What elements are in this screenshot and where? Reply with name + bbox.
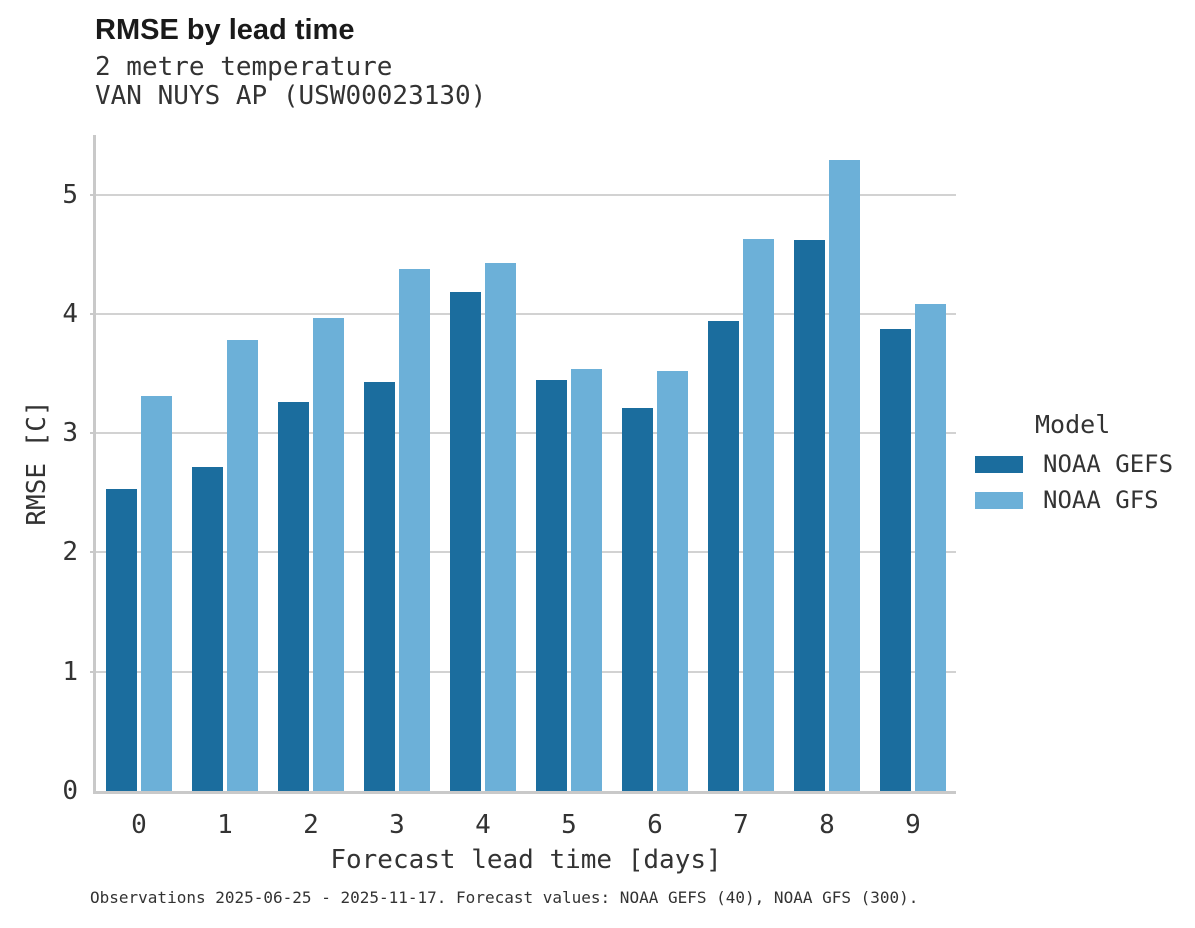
legend-entry: NOAA GFS [975,486,1173,514]
chart-title: RMSE by lead time [95,14,355,46]
x-tick-label: 7 [733,810,749,840]
legend-entry-label: NOAA GEFS [1043,450,1174,478]
x-tick-label: 4 [475,810,491,840]
y-tick-label: 0 [62,776,78,806]
bar-noaa-gefs-lead-5 [536,379,567,791]
legend-swatch [975,491,1023,509]
y-axis-title: RMSE [C] [22,400,52,526]
bar-group-lead-5 [526,135,612,791]
bar-noaa-gefs-lead-8 [794,239,825,791]
bar-noaa-gefs-lead-3 [364,381,395,791]
legend-entry: NOAA GEFS [975,450,1174,478]
y-tick-label: 4 [62,298,78,329]
bar-noaa-gfs-lead-5 [571,368,602,791]
x-tick-label: 1 [217,810,233,840]
legend-title: Model [1035,410,1111,439]
x-tick-label: 5 [561,810,577,840]
bar-noaa-gfs-lead-2 [313,317,344,791]
bar-noaa-gefs-lead-4 [450,292,481,791]
y-tick-label: 2 [62,537,78,568]
x-tick-label: 3 [389,810,405,840]
gridline [96,551,956,554]
legend-entries: NOAA GEFS NOAA GFS [975,450,1174,514]
footer-note: Observations 2025-06-25 - 2025-11-17. Fo… [90,888,919,907]
y-tick-mark [90,551,96,554]
chart-subtitle-station: VAN NUYS AP (USW00023130) [95,81,487,111]
bar-noaa-gefs-lead-1 [192,466,223,791]
x-axis-ticks: 0 1 2 3 4 5 6 7 8 9 [96,810,956,840]
bar-noaa-gfs-lead-0 [141,396,172,791]
y-tick-label: 1 [62,656,78,687]
legend: Model NOAA GEFS NOAA GFS [975,410,1173,523]
bar-group-lead-0 [96,135,182,791]
x-tick-label: 9 [905,810,921,840]
x-tick-label: 8 [819,810,835,840]
bar-noaa-gfs-lead-9 [915,304,946,791]
bar-noaa-gfs-lead-7 [743,238,774,791]
bar-noaa-gefs-lead-9 [880,329,911,791]
bar-group-lead-1 [182,135,268,791]
gridline [96,193,956,196]
bar-group-lead-7 [698,135,784,791]
bar-group-lead-2 [268,135,354,791]
bar-noaa-gefs-lead-6 [622,408,653,791]
y-tick-mark [90,312,96,315]
gridline [96,670,956,673]
y-tick-mark [90,670,96,673]
y-tick-label: 5 [62,179,78,210]
x-tick-label: 2 [303,810,319,840]
bar-group-lead-6 [612,135,698,791]
bar-noaa-gfs-lead-6 [657,371,688,791]
bar-group-lead-8 [784,135,870,791]
legend-entry-label: NOAA GFS [1043,486,1159,514]
bar-group-lead-9 [870,135,956,791]
plot-area: 0 1 2 3 4 5 [62,135,956,806]
gridline [96,312,956,315]
y-tick-mark [90,432,96,435]
bar-noaa-gefs-lead-7 [708,321,739,791]
bar-noaa-gefs-lead-2 [278,402,309,791]
bar-noaa-gfs-lead-8 [829,160,860,791]
y-tick-label: 3 [62,418,78,449]
bars-layer [96,135,956,791]
bar-noaa-gfs-lead-1 [227,340,258,791]
bar-noaa-gefs-lead-0 [106,489,137,791]
x-axis-title: Forecast lead time [days] [330,845,722,875]
bar-noaa-gfs-lead-3 [399,268,430,791]
x-tick-label: 6 [647,810,663,840]
chart-subtitle-variable: 2 metre temperature [95,52,393,82]
legend-swatch [975,455,1023,473]
y-tick-mark [90,193,96,196]
bar-group-lead-4 [440,135,526,791]
bar-group-lead-3 [354,135,440,791]
bar-noaa-gfs-lead-4 [485,262,516,791]
x-tick-label: 0 [131,810,147,840]
gridline [96,432,956,435]
